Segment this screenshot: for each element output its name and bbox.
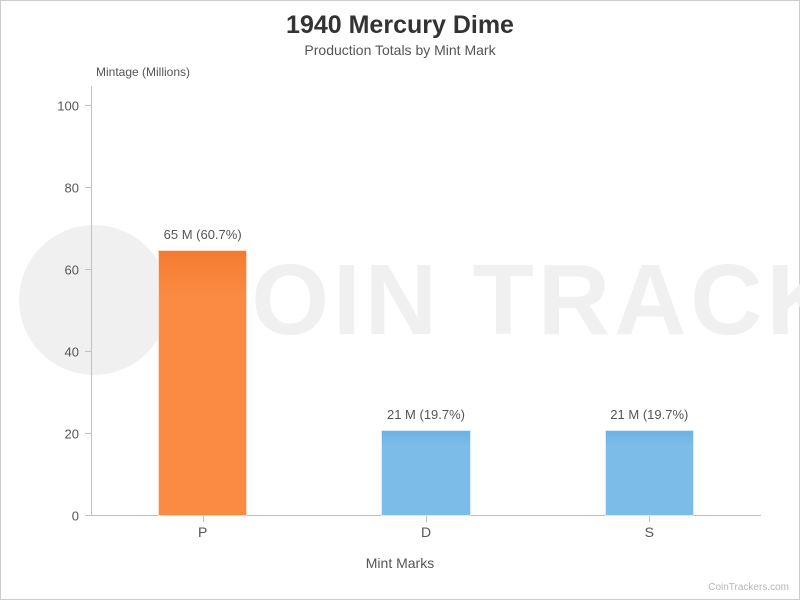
y-tick-mark — [85, 351, 91, 352]
bar-value-label: 21 M (19.7%) — [610, 407, 688, 422]
y-tick-label: 80 — [65, 181, 91, 196]
bar — [158, 250, 247, 516]
y-tick-mark — [85, 515, 91, 516]
y-axis-label: Mintage (Millions) — [96, 65, 190, 79]
y-tick-mark — [85, 269, 91, 270]
y-tick-mark — [85, 187, 91, 188]
bar — [381, 430, 470, 516]
y-tick-label: 60 — [65, 263, 91, 278]
y-tick-mark — [85, 433, 91, 434]
bar-value-label: 65 M (60.7%) — [164, 227, 242, 242]
y-tick-label: 0 — [72, 509, 91, 524]
x-axis-label: Mint Marks — [1, 555, 799, 571]
bar-value-label: 21 M (19.7%) — [387, 407, 465, 422]
y-tick-label: 100 — [57, 99, 91, 114]
y-axis-line — [91, 86, 92, 516]
chart-subtitle: Production Totals by Mint Mark — [1, 42, 799, 58]
x-tick-mark — [649, 516, 650, 522]
chart-plot-area: 02040608010065 M (60.7%)P21 M (19.7%)D21… — [91, 86, 761, 516]
chart-title: 1940 Mercury Dime — [1, 11, 799, 40]
chart-titles: 1940 Mercury Dime Production Totals by M… — [1, 11, 799, 58]
y-tick-mark — [85, 105, 91, 106]
bar — [605, 430, 694, 516]
x-tick-mark — [203, 516, 204, 522]
attribution: CoinTrackers.com — [708, 582, 789, 593]
y-tick-label: 20 — [65, 427, 91, 442]
y-tick-label: 40 — [65, 345, 91, 360]
x-tick-mark — [426, 516, 427, 522]
